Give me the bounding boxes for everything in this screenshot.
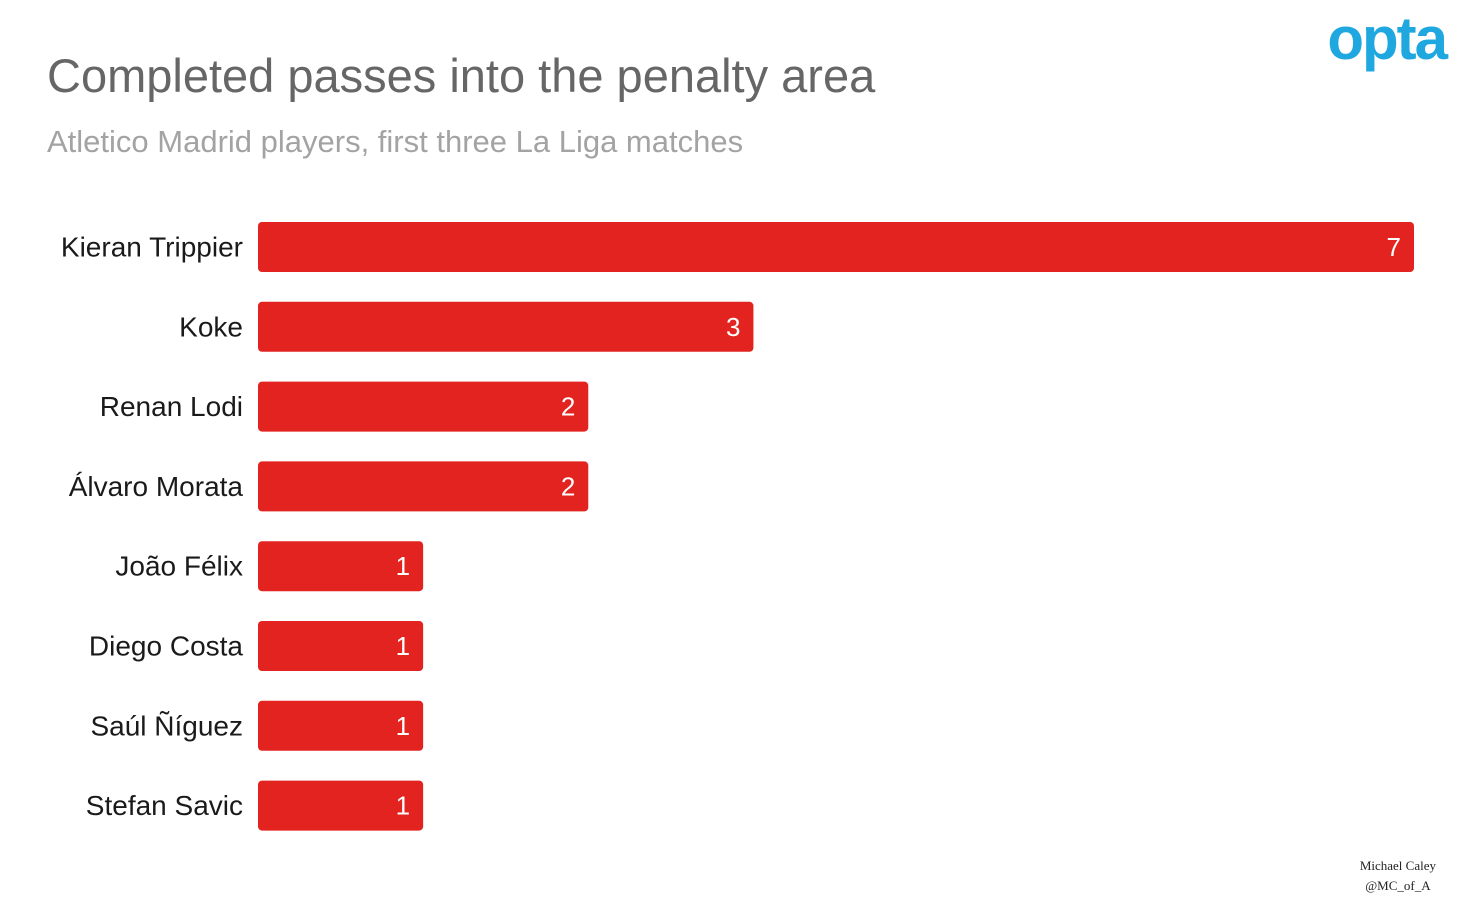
bar	[258, 700, 424, 751]
chart-title: Completed passes into the penalty area	[47, 49, 876, 102]
chart-subtitle: Atletico Madrid players, first three La …	[47, 124, 744, 159]
category-label: João Félix	[115, 551, 243, 582]
category-label: Kieran Trippier	[61, 232, 243, 263]
value-label: 2	[561, 471, 575, 501]
category-label: Koke	[179, 311, 243, 342]
category-label: Diego Costa	[89, 631, 244, 662]
bar	[258, 621, 424, 671]
category-label: Stefan Savic	[86, 790, 243, 821]
value-label: 1	[396, 791, 410, 821]
bar	[258, 461, 589, 512]
value-label: 1	[396, 551, 410, 581]
opta-logo: opta	[1327, 5, 1448, 72]
bar	[258, 541, 424, 592]
value-label: 1	[396, 711, 410, 741]
category-label: Saúl Ñíguez	[90, 710, 243, 741]
bar	[258, 381, 589, 432]
category-label: Renan Lodi	[100, 391, 243, 422]
category-label: Álvaro Morata	[69, 471, 244, 502]
bar	[258, 301, 754, 352]
credit-handle: @MC_of_A	[1365, 878, 1431, 893]
value-label: 2	[561, 392, 575, 422]
bar	[258, 222, 1414, 272]
credit-author: Michael Caley	[1359, 858, 1436, 873]
credit: Michael Caley @MC_of_A	[1360, 856, 1436, 896]
value-label: 3	[726, 312, 740, 342]
bar	[258, 780, 424, 831]
value-label: 7	[1387, 232, 1401, 262]
value-label: 1	[396, 631, 410, 661]
